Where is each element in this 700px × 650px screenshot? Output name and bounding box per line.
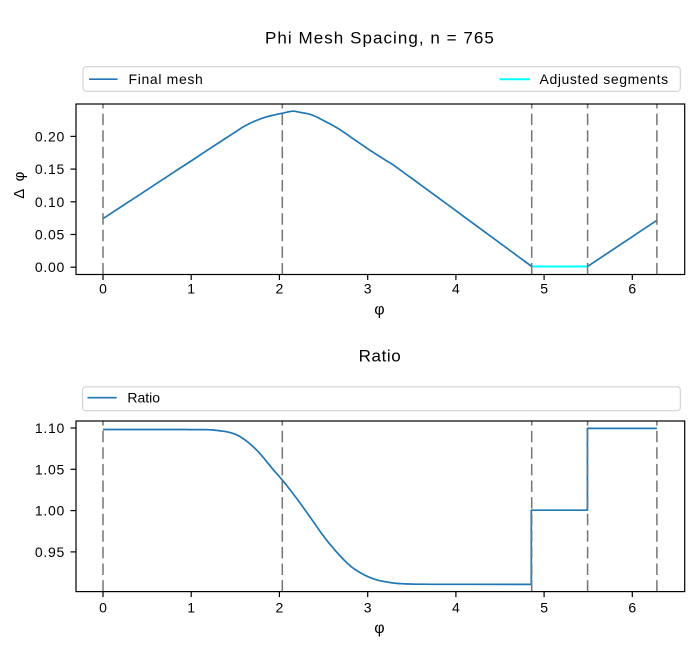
svg-text:3: 3 bbox=[364, 600, 372, 616]
svg-text:5: 5 bbox=[540, 600, 548, 616]
svg-text:Final mesh: Final mesh bbox=[129, 71, 204, 87]
svg-text:4: 4 bbox=[452, 600, 460, 616]
svg-text:5: 5 bbox=[540, 281, 548, 297]
svg-text:1.05: 1.05 bbox=[35, 461, 65, 477]
svg-text:0: 0 bbox=[99, 281, 107, 297]
svg-text:0.95: 0.95 bbox=[35, 544, 65, 560]
svg-text:1.10: 1.10 bbox=[35, 420, 65, 436]
svg-text:0.20: 0.20 bbox=[35, 128, 65, 144]
svg-text:6: 6 bbox=[628, 281, 636, 297]
svg-text:φ: φ bbox=[374, 620, 384, 637]
svg-text:1.00: 1.00 bbox=[35, 503, 65, 519]
svg-text:φ: φ bbox=[374, 302, 384, 319]
svg-text:Adjusted segments: Adjusted segments bbox=[540, 71, 669, 87]
svg-text:Δ φ: Δ φ bbox=[11, 170, 28, 199]
svg-text:Phi Mesh Spacing, n = 765: Phi Mesh Spacing, n = 765 bbox=[265, 29, 495, 48]
svg-text:0.10: 0.10 bbox=[35, 194, 65, 210]
svg-text:4: 4 bbox=[452, 281, 460, 297]
svg-text:0: 0 bbox=[99, 600, 107, 616]
svg-text:1: 1 bbox=[187, 281, 195, 297]
svg-text:Ratio: Ratio bbox=[359, 346, 402, 365]
svg-text:0.05: 0.05 bbox=[35, 227, 65, 243]
svg-text:0.15: 0.15 bbox=[35, 161, 65, 177]
svg-text:0.00: 0.00 bbox=[35, 259, 65, 275]
svg-text:3: 3 bbox=[364, 281, 372, 297]
svg-text:6: 6 bbox=[628, 600, 636, 616]
svg-text:Ratio: Ratio bbox=[127, 390, 160, 406]
svg-text:2: 2 bbox=[276, 281, 284, 297]
svg-text:2: 2 bbox=[276, 600, 284, 616]
svg-text:1: 1 bbox=[187, 600, 195, 616]
